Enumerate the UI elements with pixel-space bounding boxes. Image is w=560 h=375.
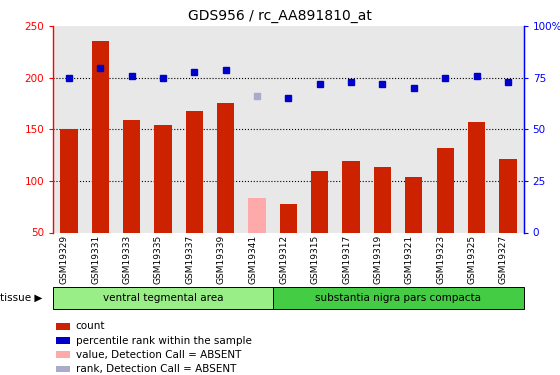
Text: GSM19335: GSM19335 bbox=[154, 234, 163, 284]
Text: GSM19315: GSM19315 bbox=[311, 234, 320, 284]
Bar bbox=[405, 177, 422, 232]
Bar bbox=[53, 287, 273, 309]
Bar bbox=[374, 166, 391, 232]
Text: GSM19341: GSM19341 bbox=[248, 234, 257, 284]
Text: GSM19339: GSM19339 bbox=[217, 234, 226, 284]
Text: GSM19331: GSM19331 bbox=[91, 234, 100, 284]
Bar bbox=[437, 148, 454, 232]
Text: GSM19333: GSM19333 bbox=[123, 234, 132, 284]
Bar bbox=[60, 129, 77, 232]
Text: GSM19327: GSM19327 bbox=[499, 234, 508, 284]
Text: tissue ▶: tissue ▶ bbox=[0, 293, 43, 303]
Text: GSM19317: GSM19317 bbox=[342, 234, 351, 284]
Text: GSM19325: GSM19325 bbox=[468, 234, 477, 284]
Text: GDS956 / rc_AA891810_at: GDS956 / rc_AA891810_at bbox=[188, 9, 372, 23]
Bar bbox=[155, 125, 171, 232]
Text: GSM19321: GSM19321 bbox=[405, 234, 414, 284]
Bar bbox=[92, 41, 109, 232]
Bar bbox=[500, 159, 516, 232]
Bar bbox=[280, 204, 297, 232]
Text: GSM19337: GSM19337 bbox=[185, 234, 194, 284]
Text: GSM19323: GSM19323 bbox=[436, 234, 445, 284]
Text: GSM19319: GSM19319 bbox=[374, 234, 382, 284]
Bar bbox=[273, 287, 524, 309]
Text: percentile rank within the sample: percentile rank within the sample bbox=[76, 336, 251, 345]
Bar bbox=[123, 120, 140, 232]
Bar bbox=[468, 122, 485, 232]
Bar bbox=[311, 171, 328, 232]
Text: rank, Detection Call = ABSENT: rank, Detection Call = ABSENT bbox=[76, 364, 236, 374]
Text: substantia nigra pars compacta: substantia nigra pars compacta bbox=[315, 293, 481, 303]
Text: value, Detection Call = ABSENT: value, Detection Call = ABSENT bbox=[76, 350, 241, 360]
Bar bbox=[343, 161, 360, 232]
Text: count: count bbox=[76, 321, 105, 331]
Bar bbox=[186, 111, 203, 232]
Text: GSM19329: GSM19329 bbox=[60, 234, 69, 284]
Text: ventral tegmental area: ventral tegmental area bbox=[102, 293, 223, 303]
Bar bbox=[249, 198, 265, 232]
Bar bbox=[217, 103, 234, 232]
Text: GSM19312: GSM19312 bbox=[279, 234, 288, 284]
